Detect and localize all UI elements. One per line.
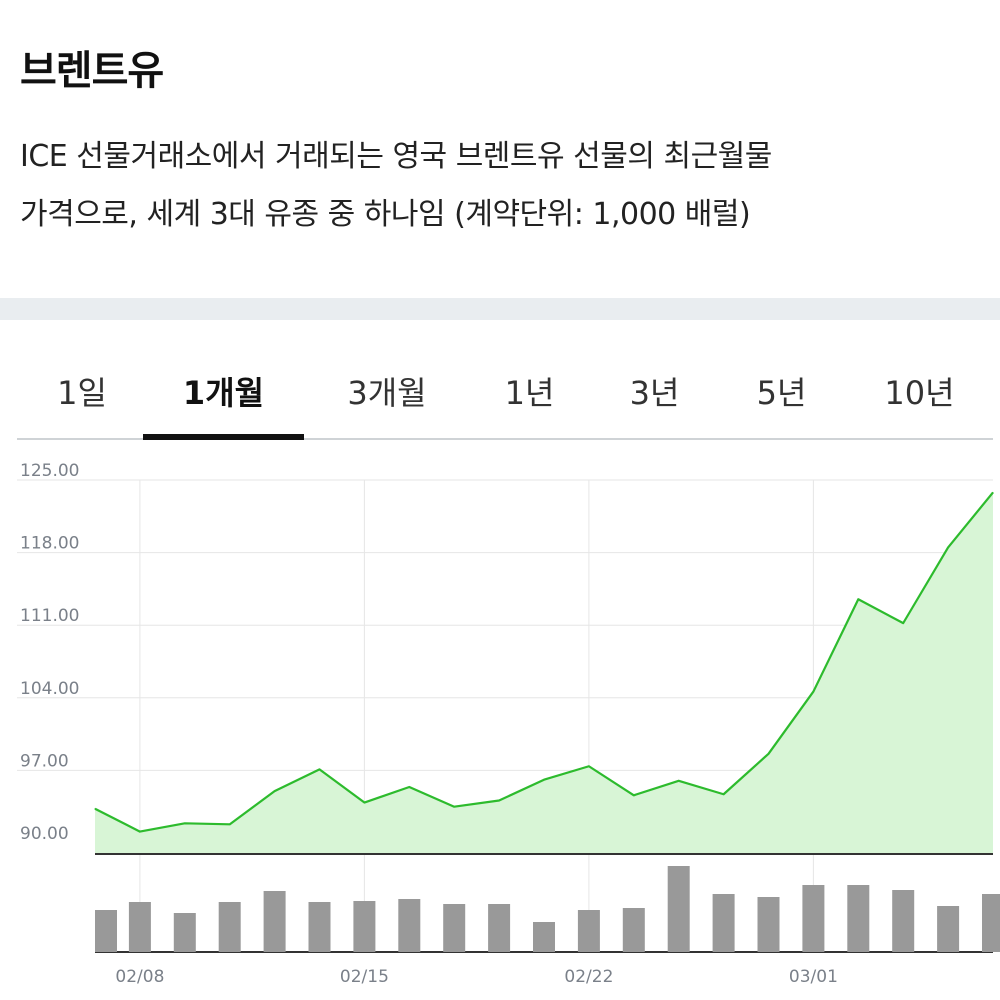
price-chart: 125.00 118.00 111.00 104.00 97.00 90.00 02/08… <box>17 461 1000 987</box>
price-point <box>992 491 994 493</box>
description-line-2: 가격으로, 세계 3대 유종 중 하나임 (계약단위: 1,000 배럴) <box>20 197 751 232</box>
chart-area-layer <box>95 492 993 853</box>
volume-bar <box>443 904 466 952</box>
volume-bar <box>308 902 331 952</box>
price-point <box>633 794 635 796</box>
volume-bar <box>173 913 196 952</box>
volume-bar <box>128 902 151 952</box>
volume-bar <box>263 891 286 952</box>
price-point <box>274 790 276 792</box>
section-divider <box>0 298 1000 320</box>
y-tick-label: 118.00 <box>20 534 79 554</box>
volume-bars <box>95 866 1000 952</box>
volume-bar <box>712 894 735 952</box>
y-tick-label: 111.00 <box>20 606 79 626</box>
price-point <box>408 786 410 788</box>
volume-bar <box>802 885 825 952</box>
x-tick-label: 02/22 <box>564 967 613 987</box>
y-tick-label: 104.00 <box>20 679 79 699</box>
volume-bar <box>533 922 555 952</box>
volume-bar <box>577 910 600 952</box>
price-point <box>94 808 96 810</box>
price-point <box>184 822 186 824</box>
volume-bar <box>218 902 241 952</box>
y-tick-label: 90.00 <box>20 824 69 844</box>
volume-bar <box>982 894 1000 952</box>
chart-line-layer <box>94 491 994 833</box>
price-point <box>723 793 725 795</box>
volume-bar <box>847 885 870 952</box>
volume-bar <box>95 910 117 952</box>
price-point <box>139 831 141 833</box>
x-tick-label: 03/01 <box>789 967 838 987</box>
price-point <box>902 622 904 624</box>
price-point <box>768 753 769 755</box>
description-line-1: ICE 선물거래소에서 거래되는 영국 브렌트유 선물의 최근월물 <box>20 139 772 174</box>
price-point <box>453 806 455 808</box>
volume-bar <box>353 901 376 952</box>
x-tick-label: 02/15 <box>340 967 389 987</box>
tab-3-years[interactable]: 3년 <box>629 374 680 412</box>
price-point <box>588 765 590 767</box>
price-point <box>363 802 365 804</box>
tab-1-month[interactable]: 1개월 <box>143 368 304 440</box>
x-axis-labels: 02/08 02/15 02/22 03/01 <box>115 967 838 987</box>
volume-bar <box>622 908 645 952</box>
volume-bar <box>667 866 690 952</box>
y-tick-label: 125.00 <box>20 461 79 481</box>
price-point <box>678 780 680 782</box>
period-tabs: 1일 1개월 3개월 1년 3년 5년 10년 <box>17 350 993 440</box>
price-area <box>95 492 993 853</box>
volume-bar <box>892 890 915 952</box>
tab-3-months[interactable]: 3개월 <box>347 374 427 412</box>
price-point <box>319 768 320 770</box>
tab-1-year[interactable]: 1년 <box>504 374 555 412</box>
volume-bar <box>937 906 960 952</box>
volume-bar <box>398 899 421 952</box>
price-point <box>812 691 814 693</box>
price-point <box>857 598 859 600</box>
x-tick-label: 02/08 <box>115 967 164 987</box>
volume-bar <box>757 897 780 952</box>
y-tick-label: 97.00 <box>20 751 69 771</box>
y-axis-labels: 125.00 118.00 111.00 104.00 97.00 90.00 <box>20 461 79 844</box>
price-point <box>947 546 949 548</box>
page-title: 브렌트유 <box>20 48 164 94</box>
price-point <box>543 779 545 781</box>
volume-bar <box>488 904 511 952</box>
tab-5-years[interactable]: 5년 <box>756 374 807 412</box>
tab-10-years[interactable]: 10년 <box>884 374 955 412</box>
price-point <box>498 799 500 801</box>
description: ICE 선물거래소에서 거래되는 영국 브렌트유 선물의 최근월물 가격으로, … <box>20 128 985 244</box>
tab-1-day[interactable]: 1일 <box>57 374 107 412</box>
price-point <box>229 823 231 825</box>
